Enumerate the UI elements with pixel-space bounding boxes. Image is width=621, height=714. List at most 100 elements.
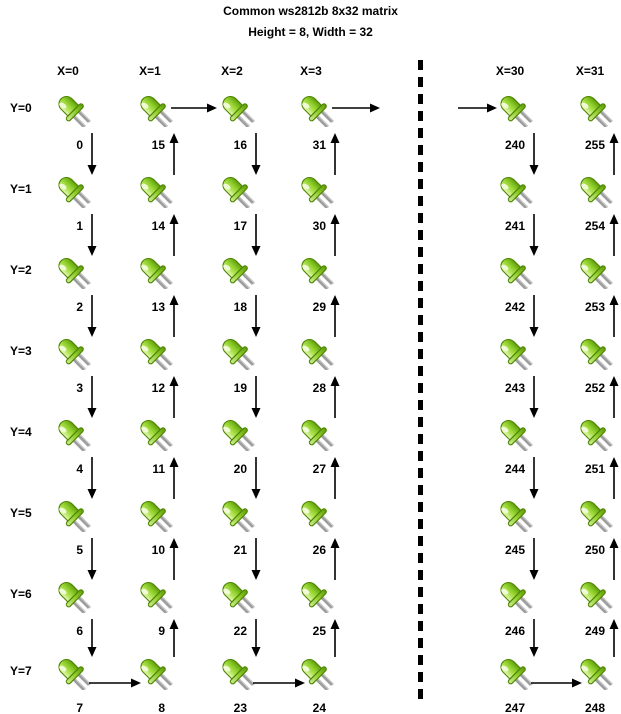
separator-dashed-line — [418, 60, 423, 705]
led-icon — [300, 575, 338, 613]
led-index: 247 — [504, 701, 525, 714]
serpentine-arrow — [169, 538, 179, 580]
flow-arrow-separator-to-X=30 — [458, 103, 497, 113]
serpentine-arrow — [330, 538, 340, 580]
serpentine-arrow — [87, 619, 97, 657]
row-label: Y=6 — [10, 587, 32, 601]
led-index: 252 — [584, 381, 605, 395]
serpentine-arrow — [169, 214, 179, 256]
serpentine-arrow — [529, 619, 539, 657]
led-index: 16 — [233, 138, 247, 152]
led-index: 6 — [76, 624, 83, 638]
led-index: 240 — [504, 138, 525, 152]
led-icon — [499, 575, 537, 613]
serpentine-arrow — [251, 457, 261, 499]
led-index: 246 — [504, 624, 525, 638]
led-index: 24 — [312, 701, 326, 714]
serpentine-arrow — [169, 133, 179, 175]
title-block: Common ws2812b 8x32 matrix Height = 8, W… — [0, 0, 621, 39]
led-icon — [57, 89, 95, 127]
led-index: 11 — [152, 462, 165, 476]
serpentine-arrow — [609, 457, 619, 499]
led-index: 26 — [312, 543, 326, 557]
column-header: X=30 — [495, 64, 525, 78]
serpentine-arrow — [609, 133, 619, 175]
led-icon — [300, 652, 338, 690]
led-index: 9 — [158, 624, 165, 638]
led-icon — [579, 251, 617, 289]
serpentine-arrow — [169, 295, 179, 337]
led-icon — [57, 413, 95, 451]
row-label: Y=3 — [10, 344, 32, 358]
led-index: 4 — [76, 462, 83, 476]
led-icon — [300, 251, 338, 289]
led-index: 248 — [584, 701, 605, 714]
led-index: 20 — [233, 462, 247, 476]
led-icon — [300, 332, 338, 370]
led-icon — [221, 413, 259, 451]
led-index: 28 — [312, 381, 326, 395]
led-icon — [139, 332, 177, 370]
led-icon — [579, 494, 617, 532]
led-index: 2 — [76, 300, 83, 314]
led-index: 1 — [76, 219, 83, 233]
led-index: 14 — [151, 219, 165, 233]
led-icon — [221, 575, 259, 613]
diagram-title: Common ws2812b 8x32 matrix — [223, 4, 398, 18]
led-index: 15 — [151, 138, 165, 152]
led-index: 241 — [504, 219, 525, 233]
led-icon — [221, 494, 259, 532]
led-icon — [579, 652, 617, 690]
led-index: 12 — [151, 381, 165, 395]
serpentine-arrow — [330, 295, 340, 337]
column-header: X=3 — [300, 64, 322, 78]
led-index: 245 — [504, 543, 525, 557]
row-label: Y=4 — [10, 425, 32, 439]
led-index: 255 — [584, 138, 605, 152]
serpentine-arrow — [87, 376, 97, 418]
column-header: X=2 — [221, 64, 243, 78]
led-index: 31 — [312, 138, 326, 152]
serpentine-arrow — [529, 214, 539, 256]
led-icon — [57, 332, 95, 370]
led-index: 3 — [76, 381, 83, 395]
serpentine-arrow — [87, 457, 97, 499]
serpentine-arrow — [529, 376, 539, 418]
led-icon — [57, 575, 95, 613]
led-index: 8 — [158, 701, 165, 714]
led-icon — [139, 170, 177, 208]
serpentine-arrow — [251, 214, 261, 256]
led-icon — [139, 494, 177, 532]
serpentine-arrow — [87, 133, 97, 175]
serpentine-arrow — [251, 619, 261, 657]
led-index: 251 — [584, 462, 605, 476]
serpentine-arrow — [609, 619, 619, 657]
led-icon — [221, 170, 259, 208]
led-index: 254 — [584, 219, 605, 233]
led-index: 249 — [584, 624, 605, 638]
led-icon — [579, 332, 617, 370]
led-icon — [139, 251, 177, 289]
serpentine-arrow — [609, 214, 619, 256]
diagram-subtitle: Height = 8, Width = 32 — [248, 25, 373, 39]
flow-arrow-X=1-to-X=2 — [171, 103, 217, 113]
flow-arrow-X=2-to-X=3 — [253, 678, 305, 688]
led-index: 30 — [312, 219, 326, 233]
serpentine-arrow — [87, 538, 97, 580]
serpentine-arrow — [330, 619, 340, 657]
serpentine-arrow — [251, 376, 261, 418]
flow-arrow-X=3-to-separator — [332, 103, 380, 113]
serpentine-arrow — [251, 295, 261, 337]
row-label: Y=0 — [10, 101, 32, 115]
serpentine-arrow — [609, 376, 619, 418]
serpentine-arrow — [330, 376, 340, 418]
serpentine-arrow — [169, 619, 179, 657]
led-icon — [499, 332, 537, 370]
led-icon — [139, 652, 177, 690]
flow-arrow-X=0-to-X=1 — [89, 678, 141, 688]
serpentine-arrow — [330, 133, 340, 175]
serpentine-arrow — [330, 214, 340, 256]
led-icon — [300, 170, 338, 208]
led-icon — [499, 89, 537, 127]
